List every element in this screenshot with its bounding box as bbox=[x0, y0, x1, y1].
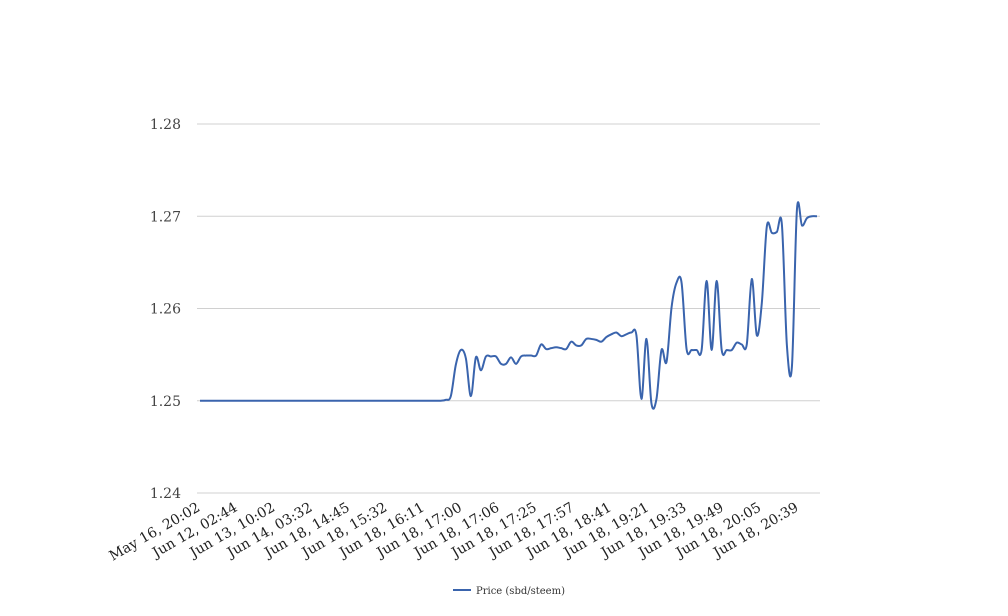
series-line bbox=[200, 201, 818, 410]
series-layer bbox=[200, 201, 818, 410]
legend[interactable]: Price (sbd/steem) bbox=[453, 586, 565, 597]
gridlines bbox=[197, 123, 820, 494]
y-axis-tick-labels: 1.24 1.25 1.26 1.27 1.28 bbox=[150, 117, 181, 502]
y-tick-label: 1.26 bbox=[150, 302, 181, 318]
y-tick-label: 1.24 bbox=[150, 486, 181, 502]
y-tick-label: 1.28 bbox=[150, 117, 181, 133]
y-tick-label: 1.27 bbox=[150, 209, 181, 225]
y-tick-label: 1.25 bbox=[150, 394, 181, 410]
legend-label: Price (sbd/steem) bbox=[476, 586, 565, 597]
